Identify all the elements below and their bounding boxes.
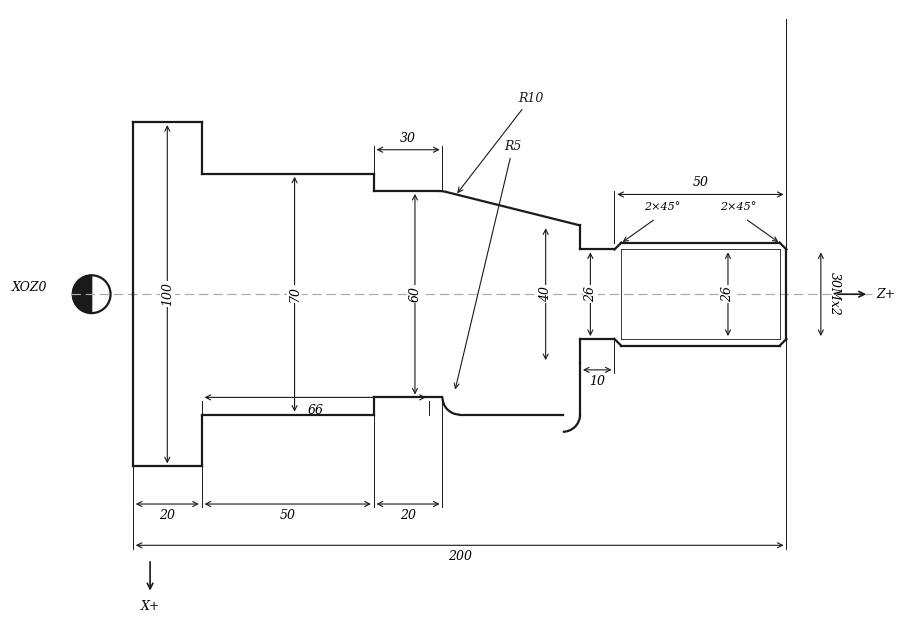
Text: 66: 66	[307, 404, 323, 417]
Text: X+: X+	[140, 600, 159, 613]
Text: 2×45°: 2×45°	[720, 202, 756, 212]
Text: 30Мх2: 30Мх2	[828, 273, 841, 316]
Text: 40: 40	[539, 286, 552, 302]
Text: 50: 50	[692, 176, 709, 189]
Text: 20: 20	[159, 509, 175, 522]
Text: 70: 70	[288, 286, 301, 302]
Text: R5: R5	[455, 140, 522, 388]
Text: 50: 50	[280, 509, 296, 522]
Text: 30: 30	[400, 132, 416, 145]
Text: 200: 200	[447, 550, 472, 563]
Text: 100: 100	[161, 282, 174, 306]
Text: 20: 20	[400, 509, 416, 522]
Text: 2×45°: 2×45°	[644, 202, 681, 212]
Text: XOZ0: XOZ0	[12, 281, 46, 294]
Wedge shape	[73, 275, 92, 313]
Text: 26: 26	[584, 286, 597, 302]
Text: 26: 26	[722, 286, 734, 302]
Text: 10: 10	[589, 375, 605, 388]
Text: R10: R10	[458, 92, 544, 193]
Text: Z+: Z+	[875, 288, 895, 301]
Text: 60: 60	[408, 286, 422, 302]
